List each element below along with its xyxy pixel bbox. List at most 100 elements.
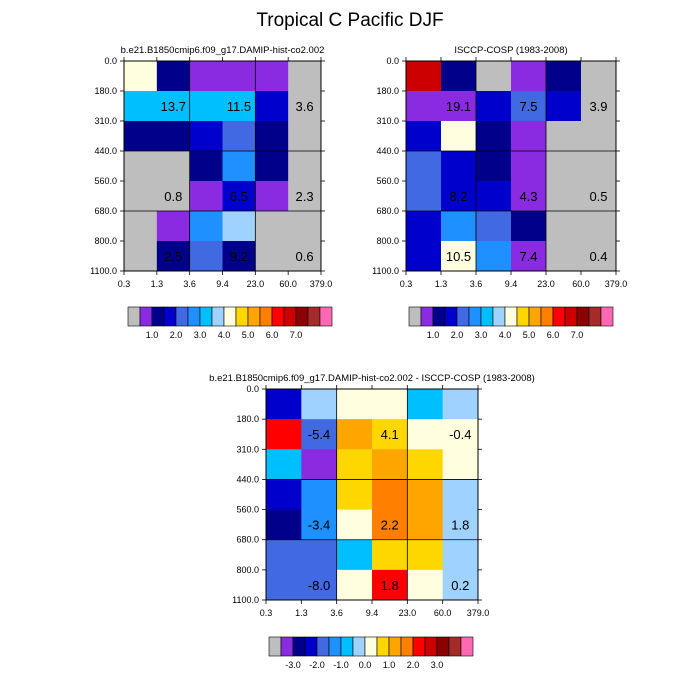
x-tick-label: 9.4 bbox=[216, 279, 229, 289]
heatmap-cell bbox=[441, 241, 477, 272]
colorbar-swatch bbox=[352, 636, 366, 657]
heatmap-cell bbox=[301, 479, 338, 510]
heatmap-cell bbox=[476, 211, 512, 242]
group-value-label: 3.6 bbox=[296, 99, 314, 114]
heatmap-cell bbox=[156, 211, 191, 242]
heatmap-cell bbox=[442, 509, 479, 541]
y-tick-label: 0.0 bbox=[246, 384, 259, 394]
heatmap-cell bbox=[442, 569, 479, 601]
panel-title: ISCCP-COSP (1983-2008) bbox=[454, 45, 567, 56]
heatmap-cell bbox=[255, 91, 289, 122]
heatmap-cell bbox=[222, 91, 256, 122]
heatmap-cell bbox=[441, 121, 477, 152]
colorbar-label: 5.0 bbox=[523, 330, 536, 340]
y-tick-label: 310.0 bbox=[236, 444, 259, 454]
group-value-label: 2.2 bbox=[381, 518, 399, 533]
heatmap-cell bbox=[124, 151, 158, 182]
heatmap-cell bbox=[266, 479, 302, 510]
heatmap-cell bbox=[301, 449, 338, 480]
plot-panel-2: ISCCP-COSP (1983-2008) 0.0 180.0 310.0 440.0… bbox=[372, 45, 627, 340]
group-value-label: 1.8 bbox=[381, 578, 399, 593]
x-tick-label: 9.4 bbox=[366, 608, 379, 618]
heatmap-cell bbox=[301, 509, 338, 541]
colorbar-swatch bbox=[468, 306, 482, 327]
heatmap-cell bbox=[189, 151, 223, 182]
heatmap-cell bbox=[222, 181, 256, 212]
colorbar-label: -1.0 bbox=[333, 660, 349, 670]
heatmap-cell bbox=[124, 121, 158, 152]
x-tick-label: 23.0 bbox=[537, 279, 555, 289]
heatmap-cell bbox=[288, 61, 322, 92]
heatmap-cell bbox=[581, 241, 617, 272]
colorbar-swatch bbox=[436, 636, 450, 657]
heatmap-cell bbox=[476, 61, 512, 92]
colorbar-swatch bbox=[364, 636, 378, 657]
heatmap-cell bbox=[407, 479, 444, 510]
colorbar-swatch bbox=[151, 306, 165, 327]
colorbar-swatch bbox=[247, 306, 261, 327]
heatmap-cell bbox=[372, 419, 408, 450]
colorbar-swatch bbox=[456, 306, 470, 327]
heatmap-cell bbox=[511, 121, 547, 152]
group-value-label: 4.3 bbox=[519, 189, 537, 204]
heatmap-cell bbox=[476, 241, 512, 272]
colorbar: -3.0 -2.0 -1.0 0.0 1.0 2.0 3.0 bbox=[268, 636, 474, 670]
colorbar-swatch bbox=[319, 306, 333, 327]
heatmap-cell bbox=[124, 181, 158, 212]
colorbar-swatch bbox=[424, 636, 438, 657]
group-value-label: 0.2 bbox=[451, 578, 469, 593]
colorbar-swatch bbox=[268, 636, 282, 657]
group-value-label: 2.5 bbox=[164, 249, 182, 264]
y-tick-label: 560.0 bbox=[236, 505, 259, 515]
heatmap-cell bbox=[407, 569, 444, 601]
heatmap-cell bbox=[124, 241, 158, 272]
colorbar-label: 6.0 bbox=[547, 330, 560, 340]
heatmap-cell bbox=[255, 211, 289, 242]
x-tick-label: 23.0 bbox=[247, 279, 265, 289]
group-value-label: 4.1 bbox=[381, 427, 399, 442]
x-tick-label: 379.0 bbox=[605, 279, 628, 289]
heatmap-cell bbox=[546, 121, 582, 152]
heatmap-cell bbox=[288, 211, 322, 242]
y-tick-label: 0.0 bbox=[104, 56, 117, 66]
heatmap-cell bbox=[189, 121, 223, 152]
heatmap-cell bbox=[124, 211, 158, 242]
heatmap-cell bbox=[511, 61, 547, 92]
colorbar-swatch bbox=[408, 306, 422, 327]
y-tick-label: 800.0 bbox=[236, 565, 259, 575]
heatmap-cell bbox=[301, 389, 338, 420]
colorbar-swatch bbox=[127, 306, 141, 327]
colorbar-swatch bbox=[199, 306, 213, 327]
y-tick-label: 800.0 bbox=[94, 236, 117, 246]
heatmap-cell bbox=[407, 539, 444, 571]
heatmap-cell bbox=[288, 121, 322, 152]
heatmap-cell bbox=[546, 91, 582, 122]
colorbar-swatch bbox=[259, 306, 273, 327]
x-tick-label: 1.3 bbox=[295, 608, 308, 618]
colorbar-swatch bbox=[187, 306, 201, 327]
colorbar: 1.0 2.0 3.0 4.0 5.0 6.0 7.0 bbox=[408, 306, 614, 340]
y-tick-label: 310.0 bbox=[94, 116, 117, 126]
heatmap-cell bbox=[406, 61, 442, 92]
colorbar-label: 1.0 bbox=[146, 330, 159, 340]
heatmap-cell bbox=[266, 569, 302, 601]
heatmap-cell bbox=[372, 569, 408, 601]
x-tick-label: 60.0 bbox=[434, 608, 452, 618]
heatmap-cell bbox=[189, 241, 223, 272]
colorbar-swatch bbox=[444, 306, 458, 327]
y-tick-label: 440.0 bbox=[376, 146, 399, 156]
colorbar-swatch bbox=[292, 636, 306, 657]
group-value-label: 11.5 bbox=[227, 99, 251, 114]
heatmap-cell bbox=[336, 389, 373, 420]
heatmap-cell bbox=[476, 181, 512, 212]
colorbar-label: 4.0 bbox=[499, 330, 512, 340]
colorbar-swatch bbox=[516, 306, 530, 327]
heatmap-cell bbox=[266, 389, 302, 420]
group-value-label: 0.4 bbox=[589, 249, 607, 264]
heatmap-cell bbox=[546, 181, 582, 212]
y-tick-label: 680.0 bbox=[94, 206, 117, 216]
x-tick-label: 3.6 bbox=[183, 279, 196, 289]
heatmap-cell bbox=[336, 539, 373, 571]
heatmap-cell bbox=[255, 121, 289, 152]
